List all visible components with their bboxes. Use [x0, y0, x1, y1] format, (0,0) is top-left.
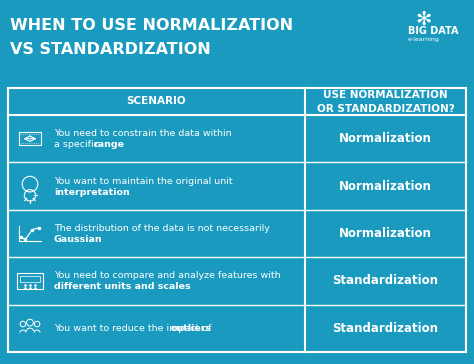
Text: The distribution of the data is not necessarily: The distribution of the data is not nece… — [54, 224, 270, 233]
Text: range: range — [93, 140, 124, 149]
Text: Normalization: Normalization — [339, 179, 432, 193]
Text: e-learning: e-learning — [408, 37, 440, 42]
Text: USE NORMALIZATION
OR STANDARDIZATION?: USE NORMALIZATION OR STANDARDIZATION? — [317, 90, 455, 114]
Text: You need to constrain the data within: You need to constrain the data within — [54, 129, 232, 138]
Text: SCENARIO: SCENARIO — [127, 96, 186, 107]
Text: interpretation: interpretation — [54, 187, 130, 197]
Text: Standardization: Standardization — [332, 274, 438, 288]
Text: You want to maintain the original unit: You want to maintain the original unit — [54, 177, 233, 186]
Text: You need to compare and analyze features with: You need to compare and analyze features… — [54, 272, 281, 280]
Text: Normalization: Normalization — [339, 227, 432, 240]
Text: Gaussian: Gaussian — [54, 235, 103, 244]
Bar — [20, 276, 40, 282]
Text: You want to reduce the impact of: You want to reduce the impact of — [54, 324, 214, 333]
Text: different units and scales: different units and scales — [54, 282, 191, 292]
Text: WHEN TO USE NORMALIZATION: WHEN TO USE NORMALIZATION — [10, 18, 293, 33]
Bar — [17, 273, 43, 289]
Text: VS STANDARDIZATION: VS STANDARDIZATION — [10, 42, 211, 57]
Text: BIG DATA: BIG DATA — [408, 26, 458, 36]
Text: ✻: ✻ — [415, 10, 431, 29]
Text: a specific: a specific — [54, 140, 102, 149]
Text: outliers: outliers — [171, 324, 212, 333]
Bar — [8, 88, 466, 352]
Bar — [18, 132, 41, 145]
Text: Normalization: Normalization — [339, 132, 432, 145]
Text: Standardization: Standardization — [332, 322, 438, 335]
